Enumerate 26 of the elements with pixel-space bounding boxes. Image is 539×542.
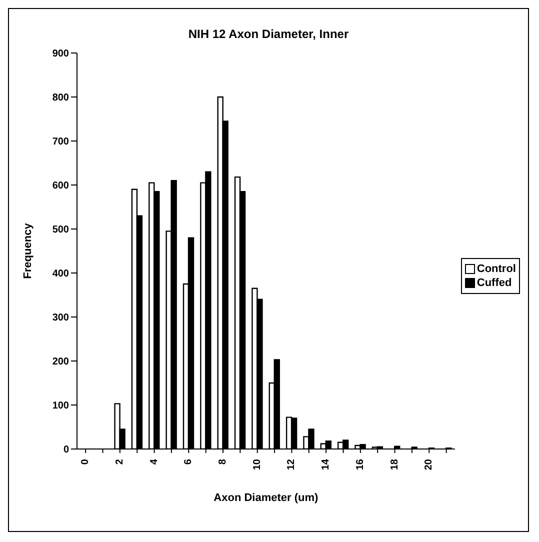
y-tick-label: 700 (52, 136, 70, 148)
y-tick-label: 400 (52, 268, 70, 280)
y-tick-label: 100 (52, 400, 70, 412)
y-tick-label: 0 (63, 444, 70, 456)
x-tick-label: 16 (354, 458, 366, 470)
legend-label: Control (476, 262, 516, 276)
x-axis-title: Axon Diameter (um) (214, 492, 319, 504)
x-tick-label: 14 (320, 458, 332, 470)
y-tick-label: 200 (52, 356, 70, 368)
x-tick-label: 6 (183, 458, 194, 465)
x-tick-label: 20 (424, 458, 435, 470)
chart-title: NIH 12 Axon Diameter, Inner (187, 27, 350, 41)
legend-label: Cuffed (476, 276, 512, 290)
y-tick-label: 800 (52, 92, 70, 104)
x-tick-label: 4 (148, 458, 160, 465)
y-tick-label: 500 (52, 224, 70, 236)
x-tick-label: 12 (286, 458, 298, 470)
x-tick-label: 0 (80, 458, 92, 465)
y-tick-label: 900 (52, 48, 70, 60)
x-tick-label: 18 (389, 458, 400, 470)
x-tick-label: 2 (114, 458, 126, 465)
y-axis-title: Frequency (22, 222, 34, 279)
y-tick-label: 300 (52, 312, 70, 324)
x-tick-label: 8 (218, 458, 229, 465)
y-tick-label: 600 (52, 180, 70, 192)
x-tick-label: 10 (252, 458, 263, 470)
